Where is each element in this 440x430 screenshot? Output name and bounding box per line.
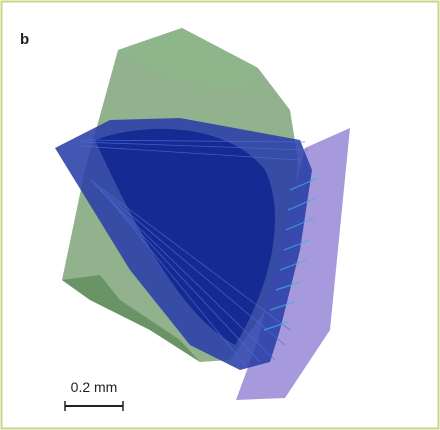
scale-bar-label: 0.2 mm [71,379,118,395]
figure-panel: b 0.2 mm [0,0,440,430]
panel-label: b [20,31,29,48]
